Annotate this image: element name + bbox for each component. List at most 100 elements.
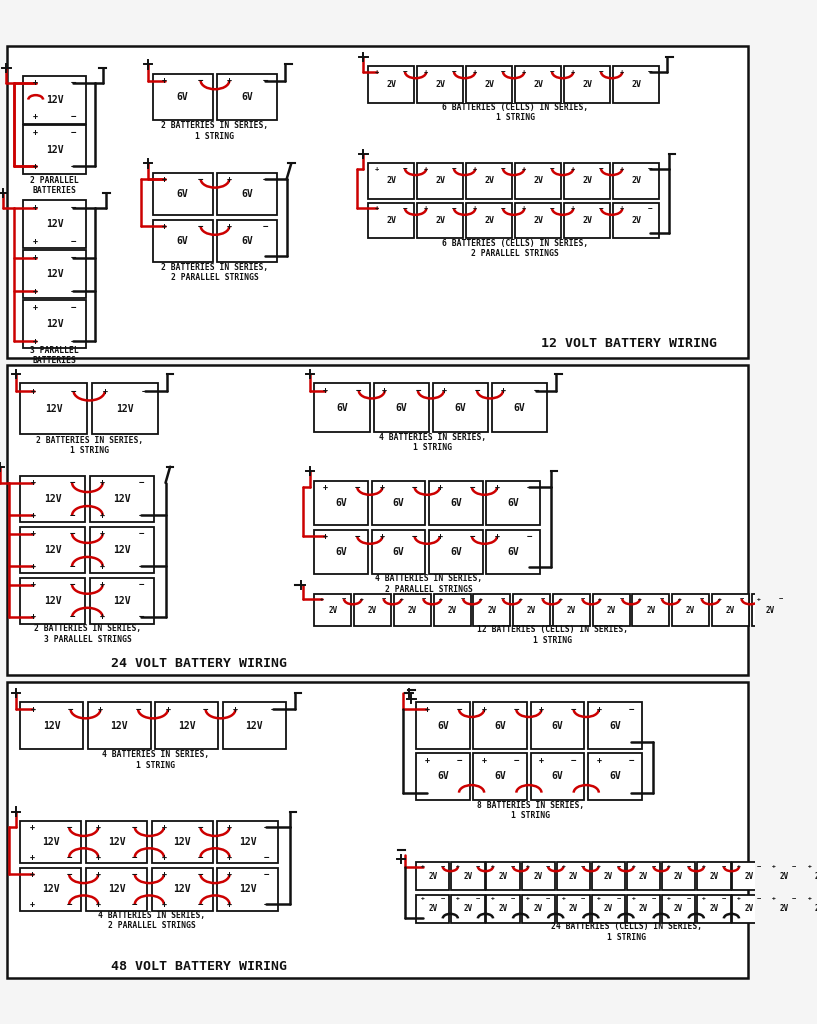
Text: −: − [475, 386, 480, 395]
Text: +: + [424, 756, 430, 765]
Text: 2V: 2V [632, 216, 641, 225]
Text: 2V: 2V [484, 216, 494, 225]
Text: +: + [380, 482, 385, 492]
Text: 6V: 6V [335, 498, 347, 508]
Text: −: − [534, 386, 539, 395]
Bar [217, 821, 279, 863]
Bar [152, 821, 212, 863]
Text: +: + [33, 112, 38, 121]
Text: +: + [620, 206, 624, 211]
Text: +: + [323, 531, 328, 541]
Text: 4 BATTERIES IN SERIES,
2 PARALLEL STRINGS: 4 BATTERIES IN SERIES, 2 PARALLEL STRING… [98, 911, 205, 931]
Text: −: − [263, 76, 268, 85]
Text: −: − [581, 896, 586, 902]
Text: 2V: 2V [569, 904, 578, 913]
Text: +: + [30, 853, 35, 861]
Text: +: + [30, 900, 35, 908]
Bar [368, 67, 414, 103]
Text: +: + [162, 174, 167, 183]
Bar [564, 67, 610, 103]
Text: +: + [161, 869, 167, 879]
Text: −: − [263, 221, 268, 230]
Text: +: + [100, 478, 105, 487]
Text: +: + [31, 511, 36, 520]
Text: −: − [599, 68, 604, 77]
Text: 2V: 2V [686, 605, 695, 614]
Text: 6V: 6V [494, 771, 507, 781]
Text: 2V: 2V [632, 80, 641, 89]
Text: +: + [437, 531, 442, 541]
Text: −: − [69, 580, 75, 589]
Bar [315, 480, 368, 525]
Text: −: − [779, 596, 784, 602]
Text: 6V: 6V [551, 771, 564, 781]
Bar [486, 862, 520, 890]
Bar [732, 895, 766, 923]
Text: +: + [424, 69, 428, 75]
Text: −: − [198, 900, 203, 908]
Text: −: − [757, 863, 761, 869]
Bar [372, 480, 426, 525]
Text: +: + [359, 597, 364, 601]
Bar [20, 868, 82, 910]
Text: +: + [227, 76, 232, 85]
Text: −: − [546, 896, 551, 902]
Text: 2V: 2V [408, 605, 417, 614]
Text: 6V: 6V [395, 402, 407, 413]
Text: +: + [323, 386, 328, 395]
Bar [20, 476, 85, 522]
Bar [152, 868, 212, 910]
Text: −: − [132, 853, 137, 861]
Bar [315, 594, 351, 626]
Text: −: − [263, 853, 269, 861]
Text: 2V: 2V [428, 904, 437, 913]
Text: +: + [440, 597, 443, 601]
Text: 2V: 2V [498, 904, 507, 913]
Text: 6V: 6V [242, 92, 253, 101]
Bar [802, 895, 817, 923]
Text: +: + [772, 864, 776, 869]
Text: 6V: 6V [507, 547, 519, 557]
Text: 2 BATTERIES IN SERIES,
3 PARALLEL STRINGS: 2 BATTERIES IN SERIES, 3 PARALLEL STRING… [33, 625, 141, 644]
Text: −: − [550, 68, 555, 77]
Text: +: + [100, 612, 105, 622]
Bar [697, 862, 730, 890]
Text: +: + [559, 597, 562, 601]
Text: 2V: 2V [527, 605, 536, 614]
Text: 6 BATTERIES (CELLS) IN SERIES,
2 PARALLEL STRINGS: 6 BATTERIES (CELLS) IN SERIES, 2 PARALLE… [442, 239, 588, 258]
Text: +: + [31, 561, 36, 570]
Text: 2V: 2V [534, 176, 543, 185]
Text: 2V: 2V [534, 871, 542, 881]
Text: −: − [132, 822, 137, 831]
Text: −: − [132, 869, 137, 879]
Text: −: − [686, 896, 691, 902]
Text: −: − [651, 896, 656, 902]
Text: −: − [581, 863, 586, 869]
Text: +: + [473, 206, 477, 211]
Text: 6V: 6V [242, 237, 253, 246]
Text: −: − [71, 162, 76, 171]
Text: +: + [539, 705, 544, 714]
Bar [492, 383, 547, 431]
Text: +: + [632, 896, 636, 901]
Text: 12V: 12V [44, 596, 61, 606]
Text: −: − [739, 596, 743, 602]
Text: +: + [632, 864, 636, 869]
Text: 2V: 2V [725, 605, 735, 614]
Text: −: − [648, 68, 652, 77]
Bar [90, 578, 154, 624]
Text: 2V: 2V [632, 176, 641, 185]
Text: 2V: 2V [534, 80, 543, 89]
Text: +: + [441, 386, 446, 395]
Bar [23, 126, 86, 173]
Text: +: + [31, 478, 36, 487]
Text: −: − [66, 869, 72, 879]
Bar [429, 480, 483, 525]
Text: +: + [702, 864, 706, 869]
Bar [86, 821, 147, 863]
Bar [531, 754, 584, 800]
Text: +: + [33, 78, 38, 87]
Text: 2V: 2V [709, 904, 718, 913]
Bar [20, 821, 82, 863]
Text: 6V: 6V [335, 547, 347, 557]
